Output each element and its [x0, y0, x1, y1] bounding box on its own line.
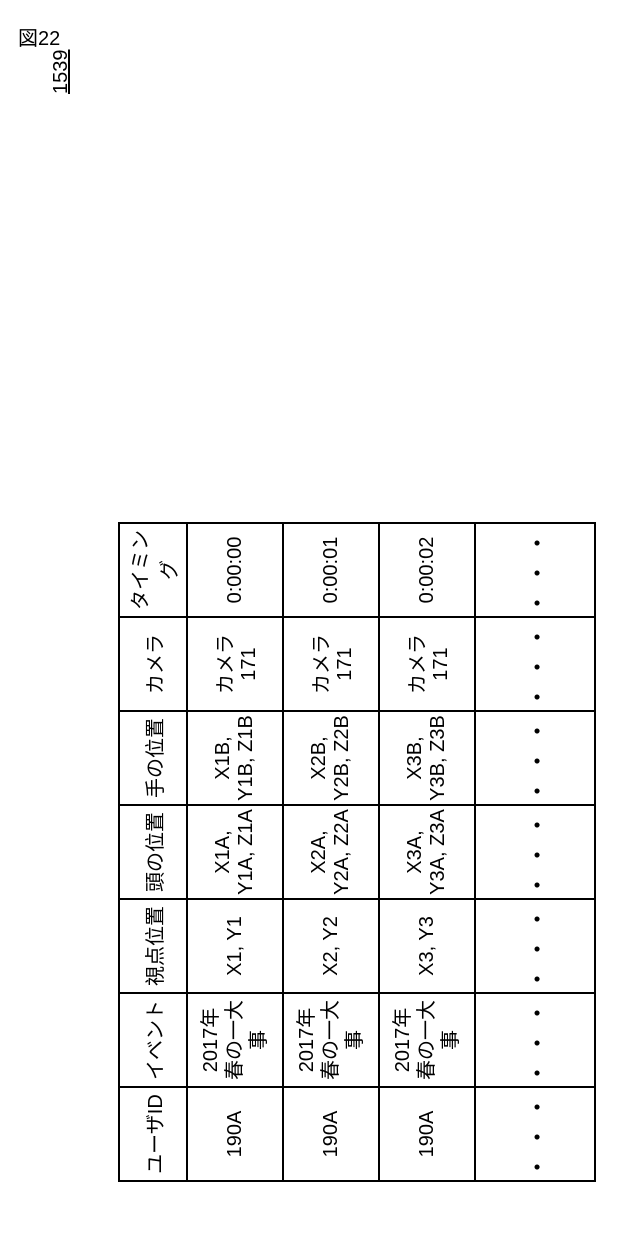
cell-event-line1: 2017年 [295, 995, 319, 1085]
col-viewpoint: 視点位置 [119, 899, 187, 993]
cell-event-line1: 2017年 [199, 995, 223, 1085]
cell-head: X3A, Y3A, Z3A [379, 805, 475, 899]
col-hand: 手の位置 [119, 711, 187, 805]
col-head: 頭の位置 [119, 805, 187, 899]
cell-ellipsis: ・・・ [475, 1087, 595, 1181]
cell-ellipsis: ・・・ [475, 899, 595, 993]
data-table: ユーザID イベント 視点位置 頭の位置 手の位置 カメラ タイミング 190A… [118, 522, 596, 1182]
cell-user-id: 190A [283, 1087, 379, 1181]
table-row: 190A 2017年 春の一大事 X2, Y2 X2A, Y2A, Z2A X2… [283, 523, 379, 1181]
col-user-id: ユーザID [119, 1087, 187, 1181]
cell-hand: X3B, Y3B, Z3B [379, 711, 475, 805]
cell-camera: カメラ171 [283, 617, 379, 711]
cell-timing: 0:00:02 [379, 523, 475, 617]
table-wrapper: ユーザID イベント 視点位置 頭の位置 手の位置 カメラ タイミング 190A… [118, 522, 596, 1182]
cell-hand: X2B, Y2B, Z2B [283, 711, 379, 805]
cell-ellipsis: ・・・ [475, 523, 595, 617]
col-event: イベント [119, 993, 187, 1087]
cell-viewpoint: X2, Y2 [283, 899, 379, 993]
cell-ellipsis: ・・・ [475, 617, 595, 711]
cell-ellipsis: ・・・ [475, 993, 595, 1087]
cell-event: 2017年 春の一大事 [187, 993, 283, 1087]
table-header-row: ユーザID イベント 視点位置 頭の位置 手の位置 カメラ タイミング [119, 523, 187, 1181]
cell-viewpoint: X1, Y1 [187, 899, 283, 993]
cell-ellipsis: ・・・ [475, 805, 595, 899]
col-camera: カメラ [119, 617, 187, 711]
cell-viewpoint: X3, Y3 [379, 899, 475, 993]
cell-camera: カメラ171 [379, 617, 475, 711]
cell-timing: 0:00:00 [187, 523, 283, 617]
col-timing: タイミング [119, 523, 187, 617]
table-ellipsis-row: ・・・ ・・・ ・・・ ・・・ ・・・ ・・・ ・・・ [475, 523, 595, 1181]
cell-event-line1: 2017年 [391, 995, 415, 1085]
table-row: 190A 2017年 春の一大事 X1, Y1 X1A, Y1A, Z1A X1… [187, 523, 283, 1181]
cell-timing: 0:00:01 [283, 523, 379, 617]
cell-event-line2: 春の一大事 [319, 995, 367, 1085]
cell-ellipsis: ・・・ [475, 711, 595, 805]
cell-hand: X1B, Y1B, Z1B [187, 711, 283, 805]
cell-camera: カメラ171 [187, 617, 283, 711]
cell-user-id: 190A [379, 1087, 475, 1181]
table-row: 190A 2017年 春の一大事 X3, Y3 X3A, Y3A, Z3A X3… [379, 523, 475, 1181]
page: 図22 1539 ユーザID イベント 視点位置 頭の位置 手の位置 カメラ タ… [0, 0, 640, 1236]
figure-label: 図22 [18, 22, 60, 51]
cell-head: X1A, Y1A, Z1A [187, 805, 283, 899]
cell-event: 2017年 春の一大事 [283, 993, 379, 1087]
cell-event-line2: 春の一大事 [415, 995, 463, 1085]
cell-head: X2A, Y2A, Z2A [283, 805, 379, 899]
cell-event-line2: 春の一大事 [223, 995, 271, 1085]
cell-event: 2017年 春の一大事 [379, 993, 475, 1087]
reference-number: 1539 [50, 50, 73, 95]
cell-user-id: 190A [187, 1087, 283, 1181]
